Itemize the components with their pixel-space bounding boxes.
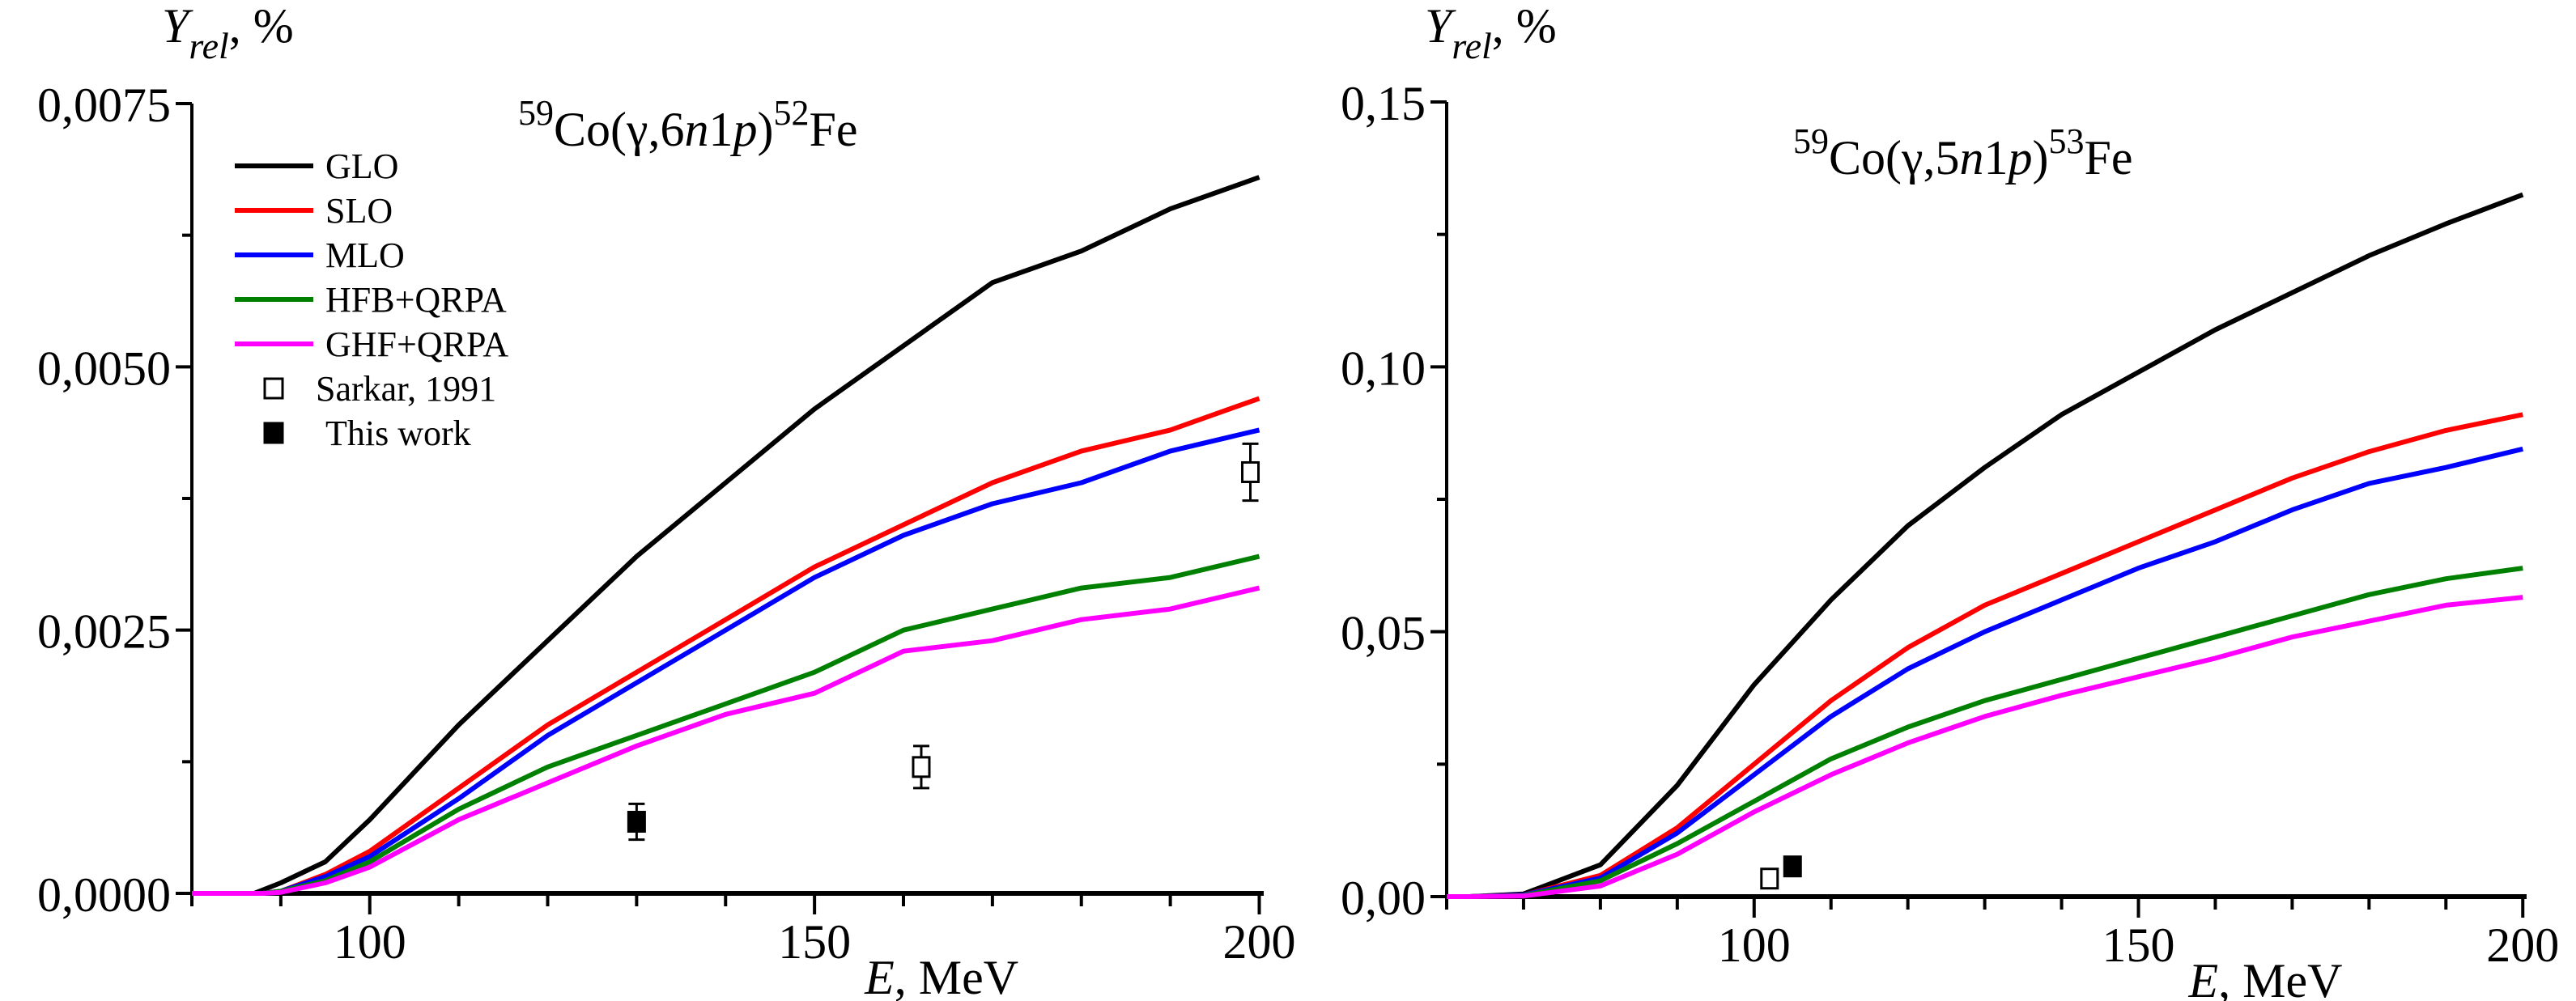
y-tick-label: 0,0075 bbox=[37, 78, 171, 132]
series-hfb-qrpa-line bbox=[1447, 566, 2523, 899]
x-axis-label-symbol: E bbox=[864, 951, 895, 1001]
series-glo-line bbox=[192, 175, 1260, 896]
title-part: Fe bbox=[810, 103, 858, 156]
legend-label: This work bbox=[325, 414, 471, 453]
series-mlo-line bbox=[1447, 446, 2524, 899]
title-part: ) bbox=[758, 103, 774, 156]
series-hfb-qrpa-line bbox=[192, 554, 1260, 896]
y-tick-label: 0,15 bbox=[1341, 77, 1426, 130]
title-part: Co(γ,6 bbox=[554, 103, 685, 156]
panel-title: 59Co(γ,6n1p)52Fe bbox=[518, 93, 858, 156]
title-part: 52 bbox=[774, 93, 810, 133]
data-point-sarkar-1991 bbox=[1760, 867, 1779, 890]
legend-label: Sarkar, 1991 bbox=[316, 369, 496, 409]
legend-label: GLO bbox=[325, 146, 398, 186]
x-tick-label: 100 bbox=[334, 915, 406, 969]
series-mlo-line bbox=[192, 427, 1260, 896]
title-part: p bbox=[730, 103, 758, 156]
legend-label: HFB+QRPA bbox=[325, 280, 507, 320]
y-axis-label-unit: , % bbox=[1492, 0, 1557, 53]
x-axis-label: E, MeV bbox=[2188, 954, 2343, 1001]
x-axis-label-symbol: E bbox=[2188, 954, 2219, 1001]
title-part: n bbox=[685, 103, 709, 156]
y-axis-label-subscript: rel bbox=[1452, 25, 1491, 66]
data-point-sarkar-1991 bbox=[1241, 460, 1260, 483]
y-tick-label: 0,0000 bbox=[37, 868, 171, 922]
x-tick-label: 150 bbox=[778, 915, 851, 969]
legend-label: MLO bbox=[325, 235, 405, 275]
y-axis-label-unit: , % bbox=[229, 0, 294, 53]
panel-title: 59Co(γ,5n1p)53Fe bbox=[1793, 121, 2133, 185]
x-axis-label-unit: , MeV bbox=[895, 951, 1018, 1001]
legend-label: GHF+QRPA bbox=[325, 324, 508, 364]
y-tick-label: 0,0025 bbox=[37, 605, 171, 659]
x-tick-label: 200 bbox=[2486, 918, 2559, 972]
title-part: Co(γ,5 bbox=[1829, 131, 1960, 185]
x-tick-label: 150 bbox=[2102, 918, 2175, 972]
legend-marker-sarkar-1991 bbox=[263, 377, 284, 400]
y-tick-label: 0,10 bbox=[1341, 341, 1426, 395]
data-point-this-work bbox=[1783, 855, 1802, 878]
y-axis-label-subscript: rel bbox=[189, 25, 228, 66]
y-axis-label-symbol: Y bbox=[162, 0, 193, 53]
title-part: ) bbox=[2033, 131, 2049, 185]
x-tick-label: 200 bbox=[1223, 915, 1296, 969]
x-axis-label-unit: , MeV bbox=[2218, 954, 2342, 1001]
title-part: 1 bbox=[709, 103, 733, 156]
y-tick-label: 0,0050 bbox=[37, 341, 171, 395]
y-axis-label-symbol: Y bbox=[1425, 0, 1456, 53]
y-axis-label: Yrel, % bbox=[1425, 0, 1557, 66]
title-part: Fe bbox=[2085, 131, 2133, 185]
series-ghf-qrpa-line bbox=[192, 585, 1260, 896]
title-part: 1 bbox=[1984, 131, 2009, 185]
y-tick-label: 0,00 bbox=[1341, 872, 1426, 925]
legend-marker-this-work bbox=[263, 422, 284, 444]
title-part: 59 bbox=[518, 93, 554, 133]
title-part: 53 bbox=[2049, 121, 2085, 161]
title-part: p bbox=[2005, 131, 2033, 185]
x-axis-label: E, MeV bbox=[864, 951, 1018, 1001]
panel-left-52fe: 100 150 200 0,0000 0,0025 0,0050 0,0075 Yrel, %… bbox=[37, 0, 1296, 1001]
series-slo-line bbox=[192, 396, 1260, 896]
title-part: 59 bbox=[1793, 121, 1829, 161]
title-part: n bbox=[1960, 131, 1984, 185]
legend-label: SLO bbox=[325, 191, 393, 231]
series-glo-line bbox=[1447, 192, 2524, 899]
data-point-sarkar-1991 bbox=[912, 756, 931, 778]
y-tick-label: 0,05 bbox=[1341, 607, 1426, 660]
data-point-this-work bbox=[627, 811, 646, 833]
series-ghf-qrpa-line bbox=[1447, 595, 2523, 899]
x-tick-label: 100 bbox=[1718, 918, 1791, 972]
panel-right-53fe: 100 150 200 0,00 0,05 0,10 0,15 Yrel, % E, MeV 59… bbox=[1341, 0, 2559, 1001]
y-axis-label: Yrel, % bbox=[162, 0, 294, 66]
